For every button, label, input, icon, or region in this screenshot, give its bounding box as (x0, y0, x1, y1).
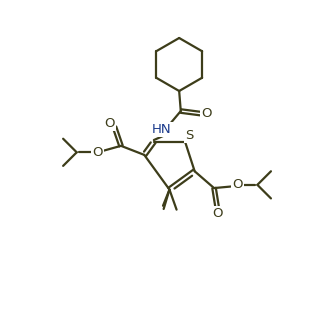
Text: O: O (232, 178, 243, 191)
Text: O: O (93, 146, 103, 159)
Text: S: S (185, 129, 193, 142)
Text: HN: HN (152, 123, 172, 136)
Text: O: O (212, 207, 223, 220)
Text: O: O (201, 107, 212, 120)
Text: O: O (104, 117, 115, 131)
